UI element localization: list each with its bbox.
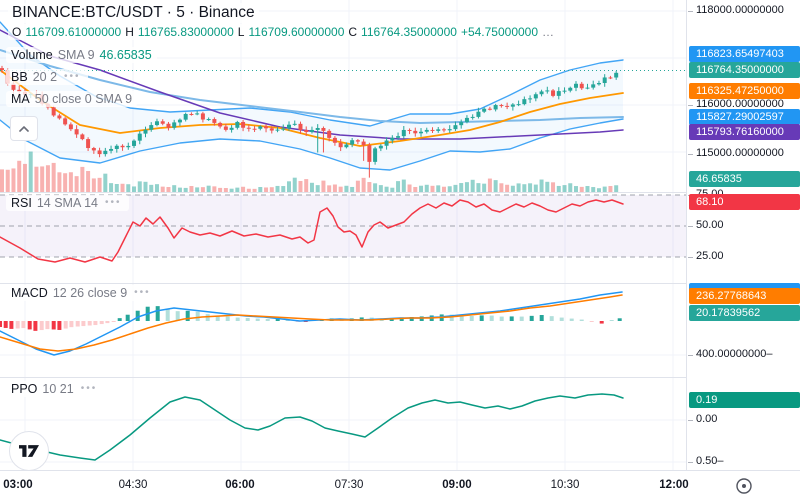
change-value: +54.75000000 (460, 25, 539, 39)
ppo-pane (0, 393, 624, 461)
rsi-value-badge: 68.10 (689, 194, 800, 210)
price-axis-label: 0.50– (688, 455, 724, 467)
bb-basis-value-badge: 116325.47250000 (689, 83, 800, 99)
ppo-value-badge: 0.19 (689, 392, 800, 408)
macd-more-options-button[interactable]: ••• (134, 287, 151, 298)
price-axis-label: 115000.00000000 (688, 147, 784, 159)
price-axis-label: 400.00000000– (687, 348, 773, 360)
time-axis-label: 09:00 (442, 479, 472, 491)
ohlc-row: O 116709.61000000 H 116765.83000000 L 11… (8, 24, 559, 40)
ohlc-ellipsis: … (542, 25, 555, 39)
time-axis[interactable]: 03:00 04:30 06:00 07:30 09:00 10:30 12:00 (0, 470, 800, 500)
rsi-legend-params: 14 SMA 14 (36, 196, 98, 210)
chevron-up-icon (19, 125, 29, 132)
chart-grid (0, 0, 686, 470)
macd-pane (0, 291, 623, 356)
bb-more-options-button[interactable]: ••• (64, 71, 81, 82)
ppo-legend-name: PPO (11, 382, 38, 396)
bb-legend[interactable]: BB 20 2 ••• (6, 69, 88, 85)
volume-legend-params: SMA 9 (57, 48, 95, 62)
ppo-legend-params: 10 21 (42, 382, 74, 396)
time-axis-label: 12:00 (659, 479, 689, 491)
ma-legend-params: 50 close 0 SMA 9 (34, 92, 133, 106)
high-value: 116765.83000000 (137, 25, 234, 39)
bb-basis-line (0, 69, 624, 147)
volume-legend-value: 46.65835 (99, 48, 152, 62)
time-axis-label: 06:00 (225, 479, 255, 491)
tradingview-logo[interactable] (9, 431, 49, 471)
price-axis[interactable]: 118000.00000000 116000.00000000 115000.000… (686, 0, 800, 470)
pane-separators (0, 192, 686, 378)
price-axis-label: 25.00 (688, 250, 724, 262)
rsi-legend[interactable]: RSI 14 SMA 14 ••• (6, 195, 129, 211)
tradingview-logo-icon (19, 445, 39, 457)
time-axis-label: 04:30 (118, 479, 148, 491)
bb-upper-value-badge: 116823.65497403 (689, 46, 800, 62)
ma-legend[interactable]: MA 50 close 0 SMA 9 (6, 91, 138, 107)
ma-line (0, 49, 624, 124)
time-axis-label: 07:30 (334, 479, 364, 491)
bb-legend-name: BB (11, 70, 28, 84)
legend-collapse-button[interactable] (10, 116, 38, 141)
symbol-title[interactable]: BINANCE:BTC/USDT · 5 · Binance (8, 3, 259, 23)
price-axis-label: 118000.00000000 (688, 4, 784, 16)
price-axis-label: 116000.00000000 (688, 98, 784, 110)
ma-smoothing-value-badge: 115793.76160000 (689, 124, 800, 140)
axis-settings-gear-icon[interactable] (734, 476, 754, 496)
main-chart[interactable] (0, 0, 686, 470)
candlestick-series (0, 65, 619, 178)
price-axis-label: 50.00 (688, 219, 724, 231)
price-axis-label: 0.00 (687, 413, 718, 425)
open-value: 116709.61000000 (25, 25, 122, 39)
time-axis-label: 10:30 (550, 479, 580, 491)
macd-legend-params: 12 26 close 9 (52, 286, 128, 300)
rsi-more-options-button[interactable]: ••• (105, 197, 122, 208)
ppo-legend[interactable]: PPO 10 21 ••• (6, 381, 105, 397)
low-label: L (237, 25, 245, 39)
macd-legend[interactable]: MACD 12 26 close 9 ••• (6, 285, 158, 301)
bb-legend-params: 20 2 (32, 70, 58, 84)
rsi-legend-name: RSI (11, 196, 32, 210)
ma-value-badge: 115827.29002597 (689, 109, 800, 125)
last-price-badge: 116764.35000000 (689, 62, 800, 78)
macd-signal-value-badge: 236.27768643 (689, 288, 800, 304)
time-axis-label: 03:00 (3, 479, 33, 491)
macd-hist-value-badge: 20.17839562 (689, 305, 800, 321)
volume-value-badge: 46.65835 (689, 171, 800, 187)
ma-legend-name: MA (11, 92, 30, 106)
close-value: 116764.35000000 (361, 25, 457, 39)
high-label: H (125, 25, 134, 39)
volume-legend[interactable]: Volume SMA 9 46.65835 (6, 47, 157, 63)
low-value: 116709.60000000 (248, 25, 345, 39)
macd-legend-name: MACD (11, 286, 48, 300)
ppo-more-options-button[interactable]: ••• (80, 383, 98, 394)
open-label: O (12, 25, 22, 39)
volume-legend-name: Volume (11, 48, 53, 62)
close-label: C (348, 25, 358, 39)
volume-series (0, 151, 619, 192)
